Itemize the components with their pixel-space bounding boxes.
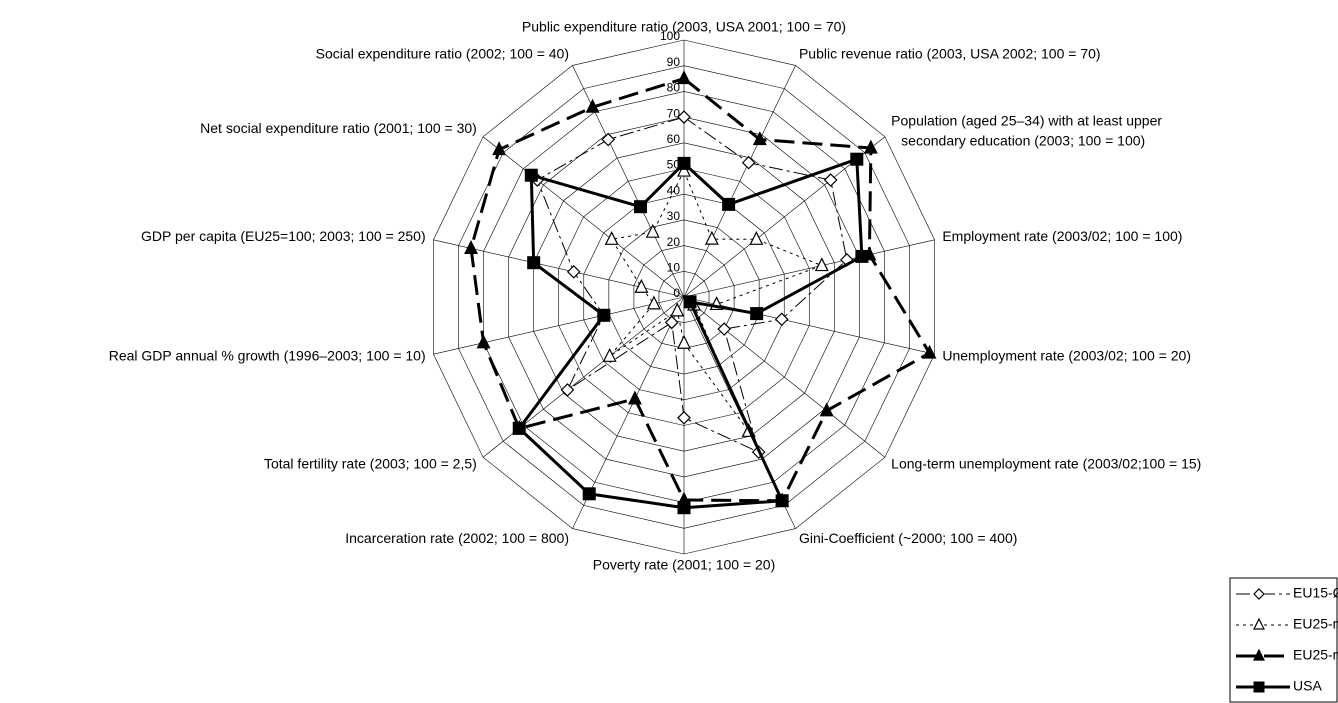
y-tick-label: 70 bbox=[667, 106, 681, 120]
marker bbox=[677, 410, 691, 425]
category-label: Population (aged 25–34) with at least up… bbox=[891, 112, 1162, 148]
marker bbox=[560, 383, 575, 397]
series-line bbox=[609, 169, 824, 432]
marker bbox=[752, 131, 767, 146]
marker bbox=[601, 132, 616, 147]
y-tick-label: 50 bbox=[667, 158, 681, 172]
category-label: Total fertility rate (2003; 100 = 2,5) bbox=[264, 455, 477, 471]
category-label: Public expenditure ratio (2003, USA 2001… bbox=[522, 19, 846, 35]
axis-spoke bbox=[433, 296, 685, 355]
y-tick-label: 80 bbox=[667, 81, 681, 95]
legend-label: EU15-Ø bbox=[1293, 585, 1338, 601]
marker bbox=[683, 295, 697, 309]
marker bbox=[823, 173, 838, 187]
marker bbox=[582, 487, 596, 501]
marker bbox=[670, 302, 685, 317]
marker bbox=[819, 402, 834, 417]
y-tick-label: 90 bbox=[667, 55, 681, 69]
y-tick-label: 20 bbox=[667, 235, 681, 249]
axis-spoke bbox=[683, 239, 935, 298]
marker bbox=[722, 197, 736, 211]
legend-box bbox=[1229, 577, 1338, 703]
marker bbox=[677, 70, 691, 85]
category-label: Poverty rate (2001; 100 = 20) bbox=[593, 557, 776, 573]
y-tick-label: 10 bbox=[667, 260, 681, 274]
marker bbox=[863, 139, 878, 154]
marker bbox=[774, 312, 789, 327]
marker bbox=[749, 230, 764, 245]
y-tick-label: 100 bbox=[660, 29, 680, 43]
marker bbox=[464, 240, 478, 254]
marker bbox=[717, 322, 732, 336]
marker bbox=[677, 162, 691, 177]
y-tick-label: 0 bbox=[673, 286, 680, 300]
marker bbox=[664, 315, 679, 330]
category-label: Incarceration rate (2002; 100 = 800) bbox=[345, 530, 569, 546]
category-label: Employment rate (2003/02; 100 = 100) bbox=[942, 228, 1182, 244]
marker bbox=[566, 264, 581, 279]
category-label: Public revenue ratio (2003, USA 2002; 10… bbox=[799, 45, 1101, 61]
marker bbox=[527, 256, 541, 270]
marker bbox=[604, 230, 619, 245]
category-label: Net social expenditure ratio (2001; 100 … bbox=[200, 120, 477, 136]
marker bbox=[855, 249, 869, 263]
marker bbox=[492, 141, 507, 156]
marker bbox=[677, 156, 691, 170]
category-label: Social expenditure ratio (2002; 100 = 40… bbox=[316, 45, 569, 61]
legend-marker bbox=[1253, 617, 1265, 630]
category-label: Long-term unemployment rate (2003/02;100… bbox=[891, 455, 1201, 471]
category-label: Real GDP annual % growth (1996–2003; 100… bbox=[109, 348, 426, 364]
marker bbox=[677, 110, 691, 124]
series-line bbox=[469, 76, 932, 503]
marker bbox=[512, 421, 526, 435]
legend-marker bbox=[1253, 588, 1265, 600]
category-label: GDP per capita (EU25=100; 2003; 100 = 25… bbox=[141, 228, 426, 244]
marker bbox=[634, 278, 649, 293]
series-line bbox=[517, 157, 864, 510]
marker bbox=[602, 347, 617, 362]
marker bbox=[585, 98, 600, 113]
marker bbox=[627, 390, 642, 405]
marker bbox=[476, 334, 491, 349]
marker bbox=[597, 308, 611, 322]
marker bbox=[850, 152, 864, 166]
marker bbox=[524, 168, 538, 182]
marker bbox=[775, 494, 789, 508]
legend-marker bbox=[1253, 681, 1265, 693]
axis-spoke bbox=[683, 296, 935, 355]
marker bbox=[634, 200, 648, 214]
y-tick-label: 30 bbox=[667, 209, 681, 223]
marker bbox=[922, 344, 937, 359]
category-label-line: Population (aged 25–34) with at least up… bbox=[891, 112, 1162, 128]
marker bbox=[677, 334, 691, 349]
legend-marker bbox=[1253, 648, 1265, 661]
legend-label: USA bbox=[1293, 678, 1322, 694]
marker bbox=[677, 501, 691, 515]
category-label: Gini-Coefficient (~2000; 100 = 400) bbox=[799, 530, 1017, 546]
marker bbox=[704, 230, 719, 245]
category-label: Unemployment rate (2003/02; 100 = 20) bbox=[942, 348, 1191, 364]
marker bbox=[741, 155, 756, 170]
y-tick-label: 60 bbox=[667, 132, 681, 146]
category-label-line: secondary education (2003; 100 = 100) bbox=[901, 132, 1145, 148]
legend-label: EU25-min bbox=[1293, 616, 1338, 632]
axis-spoke bbox=[482, 136, 685, 298]
marker bbox=[750, 307, 764, 321]
legend-label: EU25-max bbox=[1293, 647, 1338, 663]
y-tick-label: 40 bbox=[667, 183, 681, 197]
axis-spoke bbox=[683, 296, 886, 458]
marker bbox=[645, 223, 660, 238]
marker bbox=[814, 257, 829, 272]
marker bbox=[646, 295, 661, 310]
axis-spoke bbox=[683, 65, 796, 298]
